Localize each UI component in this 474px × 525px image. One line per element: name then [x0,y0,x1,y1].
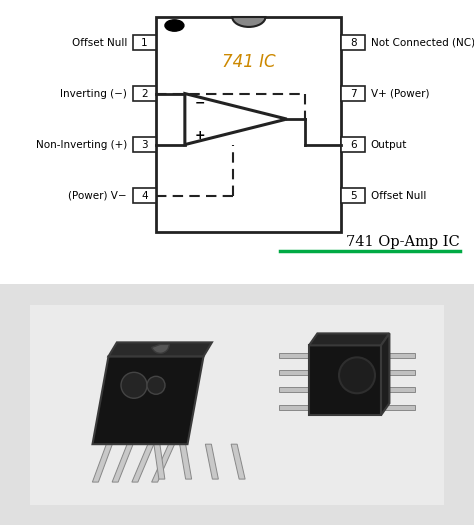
Polygon shape [185,93,287,144]
Bar [156,17,341,233]
Text: Non-Inverting (+): Non-Inverting (+) [36,140,127,150]
Polygon shape [132,444,154,482]
Text: 7: 7 [350,89,356,99]
Bar [30,306,444,505]
Polygon shape [381,333,390,415]
Text: 8: 8 [350,37,356,48]
Circle shape [147,376,165,394]
Bar [279,405,309,410]
Wedge shape [232,17,265,27]
Polygon shape [92,444,112,482]
Bar [133,137,156,152]
Text: −: − [195,96,205,109]
Polygon shape [109,342,212,356]
Polygon shape [180,444,191,479]
Bar [133,86,156,101]
Text: 741 IC: 741 IC [222,54,276,71]
Circle shape [121,372,147,398]
Bar [341,188,365,203]
Polygon shape [309,345,381,415]
Text: 4: 4 [141,191,148,201]
Bar [381,405,415,410]
Polygon shape [112,444,133,482]
Text: 1: 1 [141,37,148,48]
Bar [133,188,156,203]
Polygon shape [154,444,165,479]
Bar [381,353,415,358]
Circle shape [165,20,184,31]
Text: Output: Output [371,140,407,150]
Wedge shape [152,344,169,353]
Text: Not Connected (NC): Not Connected (NC) [371,37,474,48]
Text: +: + [195,129,205,142]
Text: 3: 3 [141,140,148,150]
Bar [381,370,415,375]
Polygon shape [309,333,390,345]
Bar [341,137,365,152]
Bar [381,387,415,393]
Polygon shape [152,444,174,482]
Polygon shape [205,444,219,479]
Polygon shape [231,444,245,479]
Text: (Power) V−: (Power) V− [68,191,127,201]
Text: 741 Op-Amp IC: 741 Op-Amp IC [346,236,460,249]
Text: Offset Null: Offset Null [371,191,426,201]
Text: Inverting (−): Inverting (−) [60,89,127,99]
Text: V+ (Power): V+ (Power) [371,89,429,99]
Text: 6: 6 [350,140,356,150]
Bar [341,35,365,50]
Bar [133,35,156,50]
Text: Offset Null: Offset Null [72,37,127,48]
Bar [279,370,309,375]
Bar [279,387,309,393]
Text: 5: 5 [350,191,356,201]
Text: 2: 2 [141,89,148,99]
Circle shape [339,358,375,393]
Bar [279,353,309,358]
Bar [341,86,365,101]
Polygon shape [92,356,203,444]
